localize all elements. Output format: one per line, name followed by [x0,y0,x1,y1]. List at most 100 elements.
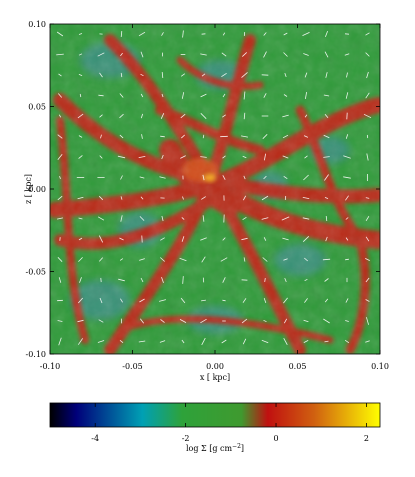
velocity-vector [262,257,268,262]
velocity-vector [57,320,63,322]
velocity-vector [78,53,83,56]
velocity-vector [324,51,329,58]
velocity-vector [57,93,63,98]
velocity-vector [344,53,350,56]
velocity-vector [324,113,329,119]
velocity-vector [78,217,83,220]
velocity-vector [119,237,124,241]
x-tick-label: -0.10 [40,362,61,371]
velocity-vector [181,217,185,220]
velocity-vector [263,51,267,58]
velocity-vector [303,340,309,343]
velocity-vector [138,156,146,158]
velocity-vector [120,196,123,200]
velocity-vector [200,53,207,56]
velocity-vector [160,135,165,138]
velocity-vector [283,258,288,261]
velocity-vector [221,52,227,57]
velocity-vector [140,113,144,119]
velocity-vector [139,258,145,261]
velocity-vector [345,92,349,99]
velocity-vector [161,72,164,78]
velocity-vector [159,340,166,343]
velocity-vector [77,196,84,200]
velocity-vector [302,197,310,199]
velocity-vector [282,237,289,241]
velocity-vector [182,30,184,38]
velocity-vector [304,155,308,159]
velocity-vector [139,318,145,324]
velocity-vector [201,337,206,346]
velocity-vector [120,298,123,303]
velocity-vector [118,278,125,282]
velocity-vector [160,257,165,262]
velocity-vector [119,93,124,98]
velocity-vector [77,319,84,323]
velocity-vector [78,33,83,35]
velocity-vector [325,215,328,222]
velocity-vector [242,52,247,57]
velocity-vector [180,73,186,77]
velocity-vector [120,175,123,180]
velocity-vector [78,257,83,262]
velocity-vector [222,277,226,283]
velocity-vector [98,94,104,97]
colorbar-tick-label: -2 [182,434,190,443]
velocity-vector [222,114,226,118]
velocity-vector [119,258,124,261]
velocity-vector [140,93,144,98]
velocity-vector [202,174,205,181]
velocity-vector [182,276,184,284]
colorbar-ticks: -4 -2 0 2 [91,403,369,443]
velocity-vector [283,338,288,345]
velocity-vector [182,196,184,200]
velocity-vector [241,72,248,78]
velocity-vector [263,32,267,36]
velocity-vector [325,30,328,38]
velocity-vector [345,320,349,322]
velocity-vector [243,175,246,180]
velocity-vector [365,236,370,242]
velocity-vector [79,93,82,98]
velocity-vector [221,339,227,344]
velocity-vector [264,153,266,161]
velocity-vector [77,338,84,345]
velocity-vector [264,278,266,282]
velocity-vector [263,175,267,180]
velocity-vector [57,257,63,262]
x-tick-label: 0.05 [289,362,307,371]
velocity-vector [161,276,164,284]
velocity-vector [58,337,62,346]
velocity-vector [58,73,62,77]
velocity-vector [363,113,372,119]
velocity-vector [119,113,124,119]
velocity-vector [57,154,63,160]
velocity-vector [323,156,330,158]
velocity-vector [325,236,328,242]
velocity-vector [57,195,63,201]
velocity-vector [345,237,349,241]
velocity-vector [304,278,308,282]
velocity-vector [365,340,370,343]
velocity-vector [366,153,369,161]
colorbar-tick-label: 0 [273,434,278,443]
velocity-vector [138,340,146,343]
velocity-vector [160,237,165,241]
velocity-vector [263,237,267,241]
velocity-vector [99,114,103,118]
velocity-vector [220,257,228,262]
velocity-vector [345,258,349,261]
velocity-vector [261,339,269,344]
velocity-vector [365,258,370,261]
velocity-vector [284,72,287,78]
velocity-vector [365,92,370,99]
velocity-vector [365,32,370,36]
velocity-vector [97,52,105,57]
velocity-vector [119,339,124,344]
velocity-vector [120,215,123,222]
velocity-vector [140,277,144,283]
velocity-vector [98,235,104,243]
velocity-vector [138,31,146,37]
velocity-vector [78,237,83,241]
velocity-vector [242,195,247,201]
